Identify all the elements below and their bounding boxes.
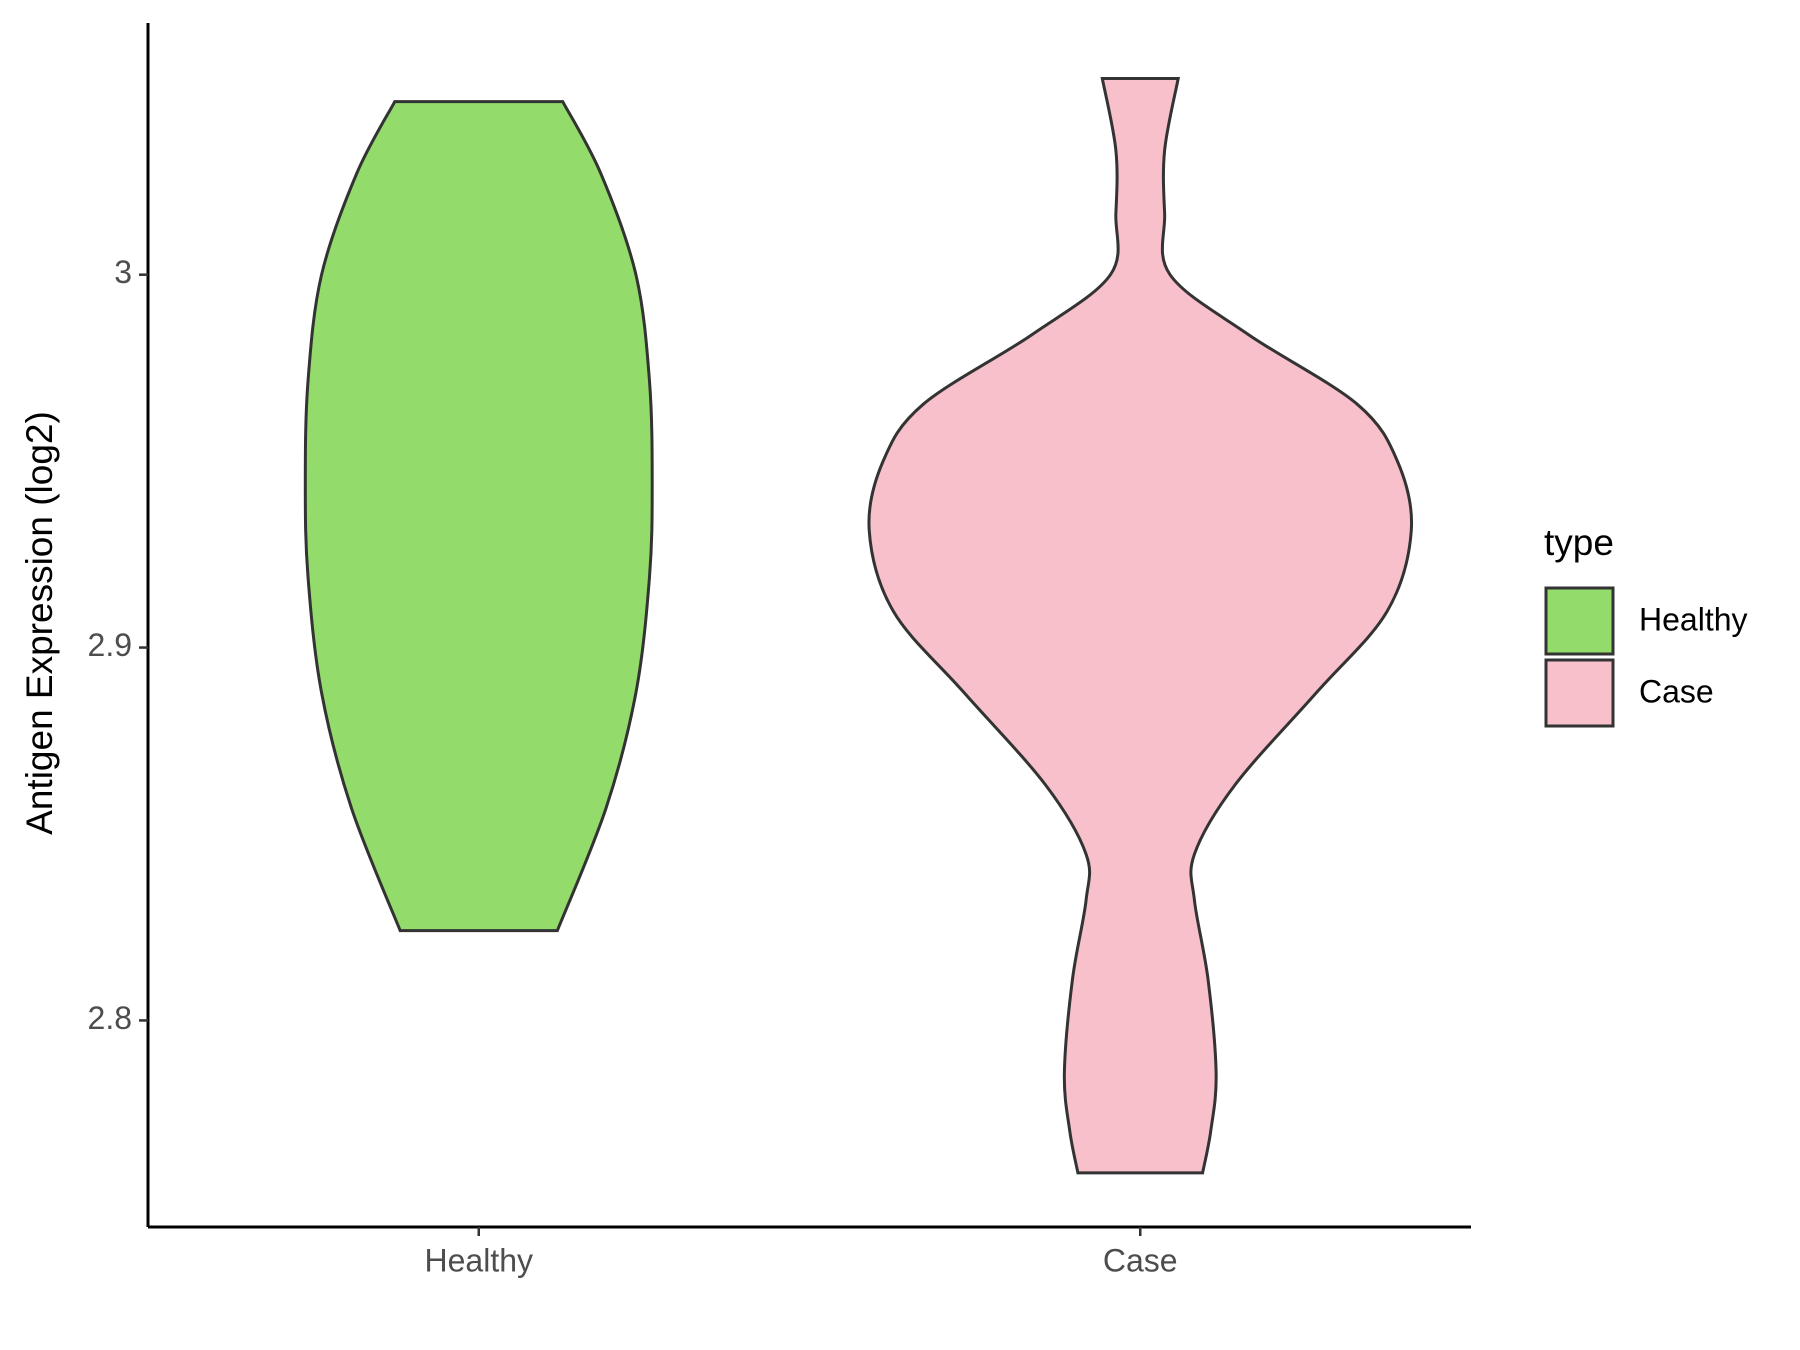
violin (867, 77, 1414, 1175)
y-tick-label: 2.8 (88, 1000, 132, 1036)
legend-swatch (1544, 586, 1615, 656)
x-tick-label: Healthy (425, 1242, 534, 1278)
legend-title: type (1544, 522, 1614, 563)
y-tick-label: 2.9 (88, 627, 132, 663)
legend-label: Healthy (1639, 601, 1748, 637)
legend-label: Case (1639, 673, 1714, 709)
legend-swatch (1544, 658, 1615, 728)
x-tick-label: Case (1103, 1242, 1178, 1278)
y-axis-label: Antigen Expression (log2) (19, 411, 60, 835)
y-tick-label: 3 (114, 254, 132, 290)
violin (303, 100, 654, 933)
